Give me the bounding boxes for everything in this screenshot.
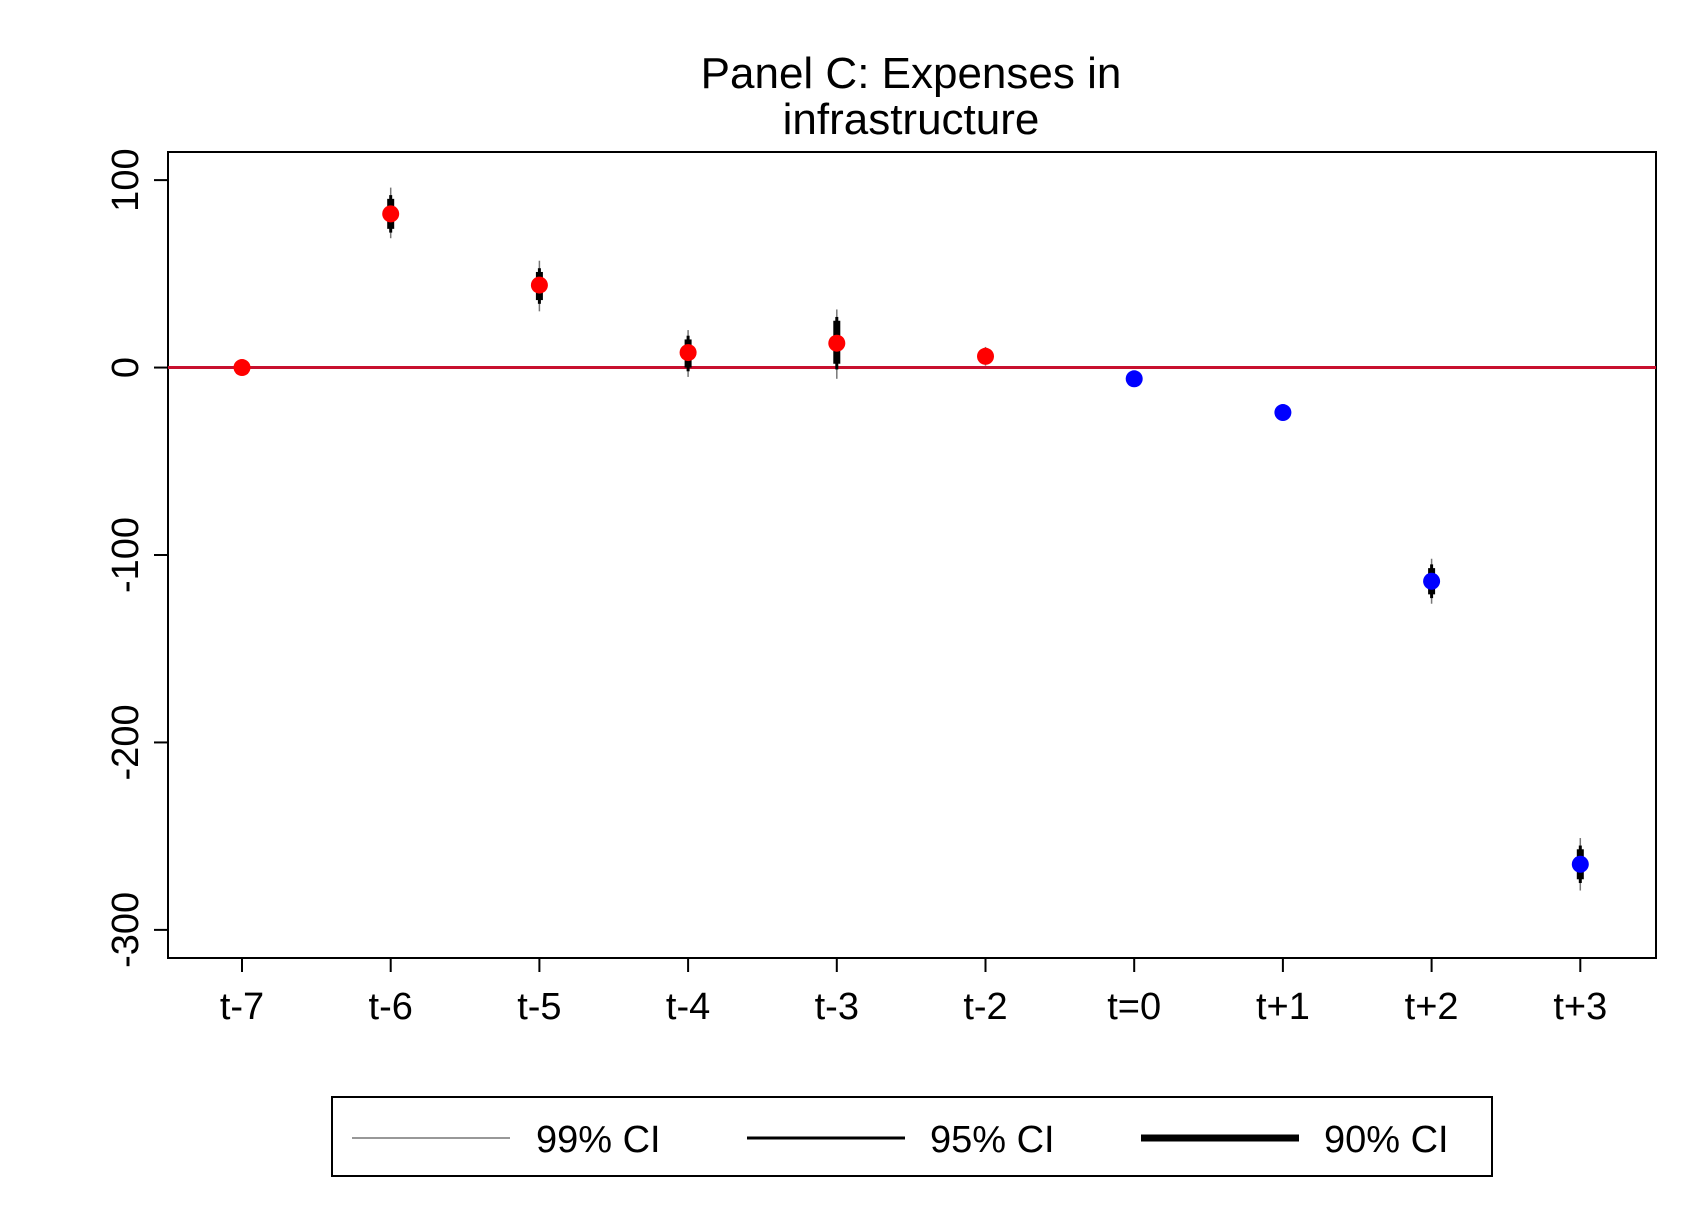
data-point-marker: [828, 334, 846, 352]
data-point-marker: [679, 344, 697, 362]
data-point-marker: [530, 276, 548, 294]
data-point-marker: [1571, 855, 1589, 873]
data-point-marker: [1274, 404, 1292, 422]
chart-title-line-2: infrastructure: [783, 95, 1040, 144]
y-tick-label: 0: [105, 357, 147, 378]
x-tick-label: t-2: [963, 986, 1007, 1028]
legend: 99% CI 95% CI 90% CI: [331, 1096, 1493, 1177]
data-point-marker: [233, 359, 251, 377]
y-tick-label: -300: [105, 892, 147, 968]
confidence-interval-bars: [387, 187, 1584, 891]
x-tick-label: t=0: [1107, 986, 1161, 1028]
x-tick-label: t-3: [815, 986, 859, 1028]
legend-box: [331, 1096, 1493, 1177]
legend-label-90: 90% CI: [1324, 1119, 1449, 1161]
plot-area-frame: [167, 151, 1657, 959]
y-tick-label: 100: [105, 148, 147, 211]
data-point-marker: [977, 347, 994, 365]
x-tick-label: t-6: [369, 986, 413, 1028]
x-axis: t-7 t-6 t-5 t-4 t-3 t-2 t=0 t+1 t+2 t+3: [220, 958, 1607, 1028]
x-tick-label: t-5: [517, 986, 561, 1028]
y-axis: 100 0 -100 -200 -300: [105, 148, 168, 968]
data-point-marker: [1125, 370, 1143, 388]
y-tick-label: -200: [105, 704, 147, 780]
data-point-marker: [1423, 572, 1441, 590]
x-tick-label: t+2: [1405, 986, 1459, 1028]
x-tick-label: t+1: [1256, 986, 1310, 1028]
x-tick-label: t+3: [1553, 986, 1607, 1028]
legend-label-99: 99% CI: [536, 1119, 661, 1161]
x-tick-label: t-4: [666, 986, 710, 1028]
data-point-marker: [382, 205, 400, 223]
chart-title-line-1: Panel C: Expenses in: [701, 49, 1122, 98]
x-tick-label: t-7: [220, 986, 264, 1028]
y-tick-label: -100: [105, 517, 147, 593]
point-markers: [233, 205, 1589, 873]
legend-label-95: 95% CI: [930, 1119, 1055, 1161]
